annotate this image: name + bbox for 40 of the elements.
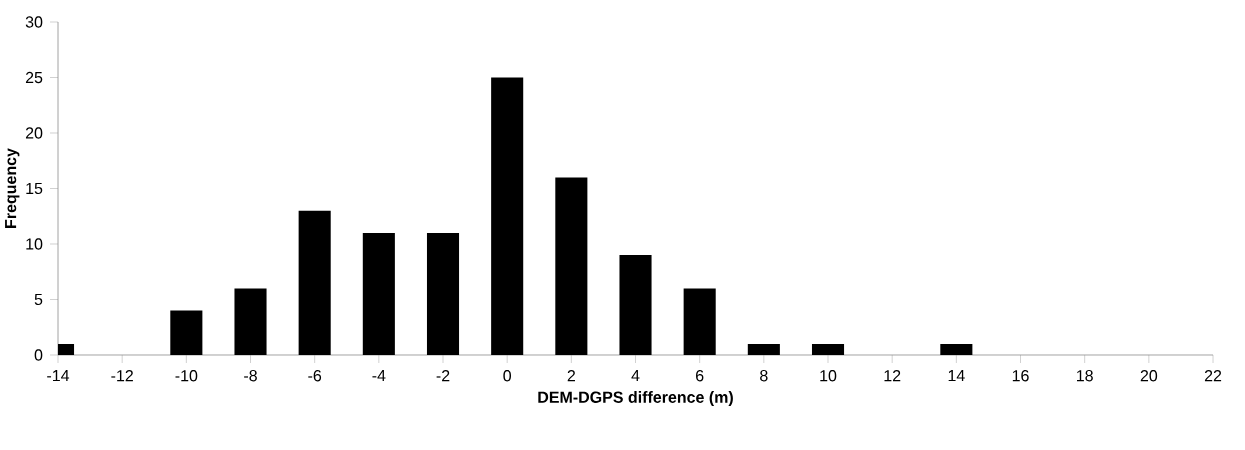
y-tick-label: 20	[25, 127, 43, 139]
y-tick-label: 5	[34, 293, 43, 306]
y-tick-label: 25	[25, 71, 43, 84]
x-tick-label: -6	[308, 370, 322, 382]
x-tick-label: 22	[1204, 370, 1222, 382]
x-tick-label: -4	[372, 370, 386, 382]
bar	[426, 232, 460, 355]
bar	[683, 288, 716, 355]
bar	[811, 343, 845, 355]
x-tick-label: -10	[175, 370, 198, 382]
x-tick-label: 6	[696, 370, 704, 382]
bar	[234, 288, 267, 355]
x-tick-label: 20	[1140, 370, 1158, 382]
x-tick-label: 12	[884, 370, 901, 382]
bar	[170, 310, 203, 355]
y-tick-label: 0	[34, 349, 43, 361]
x-tick-label: 14	[948, 370, 965, 382]
x-tick-label: -12	[111, 370, 133, 382]
x-tick-label: 4	[631, 370, 640, 382]
x-tick-label: 16	[1012, 370, 1029, 382]
bar	[491, 77, 524, 355]
y-tick-label: 30	[25, 16, 43, 28]
bar	[619, 255, 652, 355]
x-tick-label: 10	[820, 370, 837, 382]
bar	[747, 343, 780, 355]
y-axis-title: Frequency	[5, 148, 20, 228]
x-tick-label: -14	[47, 370, 70, 382]
x-tick-label: 18	[1077, 370, 1093, 382]
y-tick-label: 15	[26, 182, 43, 195]
x-axis-title: DEM-DGPS difference (m)	[538, 391, 733, 407]
x-tick-label: -8	[244, 370, 257, 382]
x-tick-label: 8	[760, 370, 768, 382]
bar	[555, 177, 588, 355]
bar	[362, 232, 395, 355]
x-tick-label: 0	[503, 370, 512, 382]
bar	[298, 210, 331, 355]
x-tick-label: -2	[436, 370, 450, 382]
bar	[940, 343, 973, 355]
y-tick-label: 10	[26, 238, 43, 250]
x-tick-label: 2	[567, 370, 575, 382]
